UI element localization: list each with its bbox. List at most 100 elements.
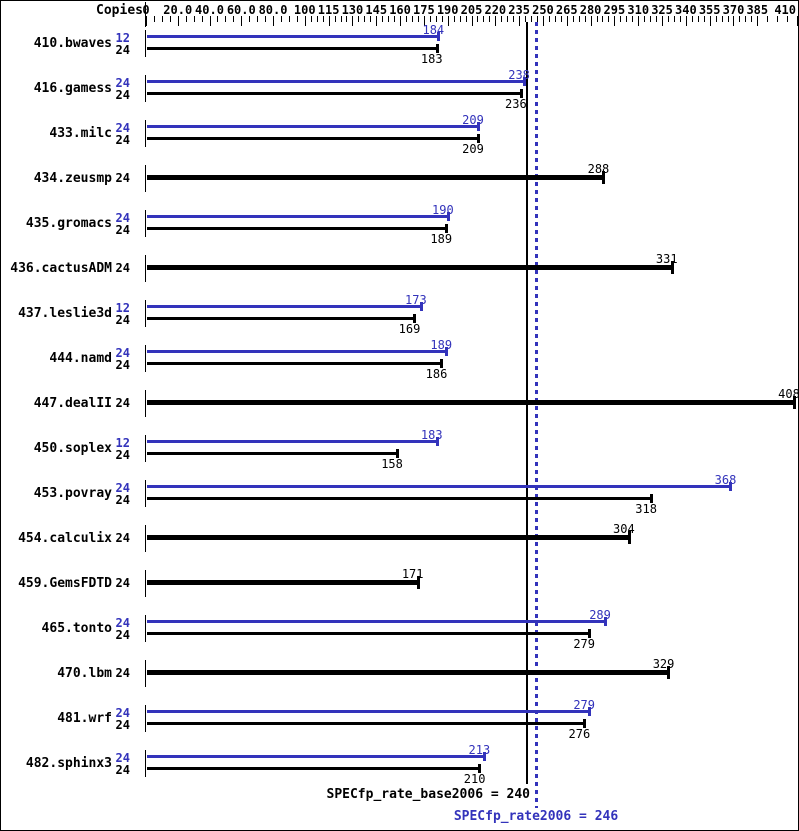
- single-bar-endcap: [792, 396, 796, 409]
- axis-minor-tick: [406, 16, 407, 22]
- base-copies-label: 24: [115, 396, 130, 410]
- peak-copies-label: 24: [115, 76, 130, 90]
- axis-minor-tick: [388, 16, 389, 22]
- benchmark-row: 459.GemsFDTD 24 171: [0, 562, 799, 607]
- peak-bar-endcap: [483, 752, 487, 761]
- single-bar-endcap: [602, 171, 606, 184]
- peak-copies-label: 12: [115, 436, 130, 450]
- axis-tick-label: 145: [365, 3, 388, 17]
- benchmark-row: 410.bwaves 12 24 184 183: [0, 22, 799, 67]
- base-copies-label: 24: [115, 763, 130, 777]
- base-bar-endcap: [435, 44, 439, 53]
- axis-minor-tick: [751, 16, 752, 22]
- peak-value-label: 279: [573, 698, 595, 712]
- axis-minor-tick: [501, 16, 502, 22]
- base-copies-label: 24: [115, 718, 130, 732]
- base-value-label: 210: [463, 772, 486, 786]
- base-bar-endcap: [583, 719, 587, 728]
- axis-minor-tick: [597, 16, 598, 22]
- single-bar: [147, 580, 418, 585]
- axis-tick-label: 100: [293, 3, 316, 17]
- axis-minor-tick: [311, 16, 312, 22]
- benchmark-label: 433.milc: [49, 126, 112, 141]
- axis-minor-tick: [335, 16, 336, 22]
- axis-major-tick: [591, 16, 592, 26]
- row-axis-line: [145, 660, 146, 687]
- base-bar: [147, 92, 521, 95]
- peak-value-label: 190: [432, 203, 454, 217]
- benchmark-row: 435.gromacs 24 24 190 189: [0, 202, 799, 247]
- base-bar: [147, 632, 589, 635]
- axis-major-tick: [519, 16, 520, 26]
- axis-minor-tick: [170, 16, 171, 22]
- axis-tick-label: 80.0: [258, 3, 288, 17]
- base-copies-label: 24: [115, 666, 130, 680]
- axis-tick-label: 130: [341, 3, 364, 17]
- axis-minor-tick: [513, 16, 514, 22]
- axis-minor-tick: [739, 16, 740, 22]
- benchmark-row: 465.tonto 24 24 289 279: [0, 607, 799, 652]
- axis-major-tick: [178, 16, 179, 26]
- axis-major-tick: [472, 16, 473, 26]
- row-axis-line: [145, 480, 146, 507]
- axis-minor-tick: [620, 16, 621, 22]
- axis-minor-tick: [323, 16, 324, 22]
- single-bar-endcap: [670, 261, 674, 274]
- axis-minor-tick: [555, 16, 556, 22]
- single-bar: [147, 265, 672, 270]
- base-bar: [147, 47, 437, 50]
- benchmark-row: 470.lbm 24 329: [0, 652, 799, 697]
- axis-major-tick: [146, 16, 147, 26]
- axis-origin-line: [145, 2, 146, 27]
- peak-bar-endcap: [603, 617, 607, 626]
- axis-minor-tick: [674, 16, 675, 22]
- peak-bar: [147, 80, 524, 83]
- base-bar: [147, 497, 651, 500]
- axis-tick-label: 160: [389, 3, 411, 17]
- peak-bar: [147, 305, 421, 308]
- single-value-label: 408: [778, 387, 799, 401]
- axis-tick-label: 265: [555, 3, 578, 17]
- axis-tick-label: 250: [532, 3, 554, 17]
- axis-major-tick: [757, 16, 758, 26]
- peak-value-label: 189: [430, 338, 453, 352]
- single-value-label: 171: [401, 567, 424, 581]
- row-axis-line: [145, 300, 146, 327]
- row-axis-line: [145, 705, 146, 732]
- axis-minor-tick: [477, 16, 478, 22]
- axis-tick-label: 385: [746, 3, 769, 17]
- axis-minor-tick: [466, 16, 467, 22]
- axis-minor-tick: [680, 16, 681, 22]
- benchmark-label: 447.dealII: [33, 396, 112, 411]
- axis-major-tick: [543, 16, 544, 26]
- single-value-label: 288: [587, 162, 610, 176]
- axis-major-tick: [733, 16, 734, 26]
- axis-minor-tick: [317, 16, 318, 22]
- axis-major-tick: [710, 16, 711, 26]
- benchmark-label: 481.wrf: [57, 711, 112, 726]
- axis-minor-tick: [626, 16, 627, 22]
- axis-minor-tick: [460, 16, 461, 22]
- benchmark-row: 436.cactusADM 24 331: [0, 247, 799, 292]
- row-axis-line: [145, 435, 146, 462]
- axis-minor-tick: [704, 16, 705, 22]
- axis-minor-tick: [364, 16, 365, 22]
- base-bar-endcap: [440, 359, 444, 368]
- base-value-label: 279: [573, 637, 595, 651]
- base-bar-endcap: [649, 494, 653, 503]
- benchmark-label: 465.tonto: [41, 621, 112, 636]
- base-bar: [147, 767, 480, 770]
- axis-major-tick: [638, 16, 639, 26]
- benchmark-label: 450.soplex: [33, 441, 112, 456]
- axis-minor-tick: [608, 16, 609, 22]
- axis-major-tick: [352, 16, 353, 26]
- peak-copies-label: 24: [115, 346, 130, 360]
- axis-major-tick: [662, 16, 663, 26]
- axis-minor-tick: [650, 16, 651, 22]
- base-value-label: 318: [635, 502, 657, 516]
- base-copies-label: 24: [115, 133, 130, 147]
- benchmark-label: 434.zeusmp: [33, 171, 112, 186]
- peak-reference-line: [535, 22, 538, 808]
- benchmark-label: 482.sphinx3: [25, 756, 112, 771]
- axis-minor-tick: [728, 16, 729, 22]
